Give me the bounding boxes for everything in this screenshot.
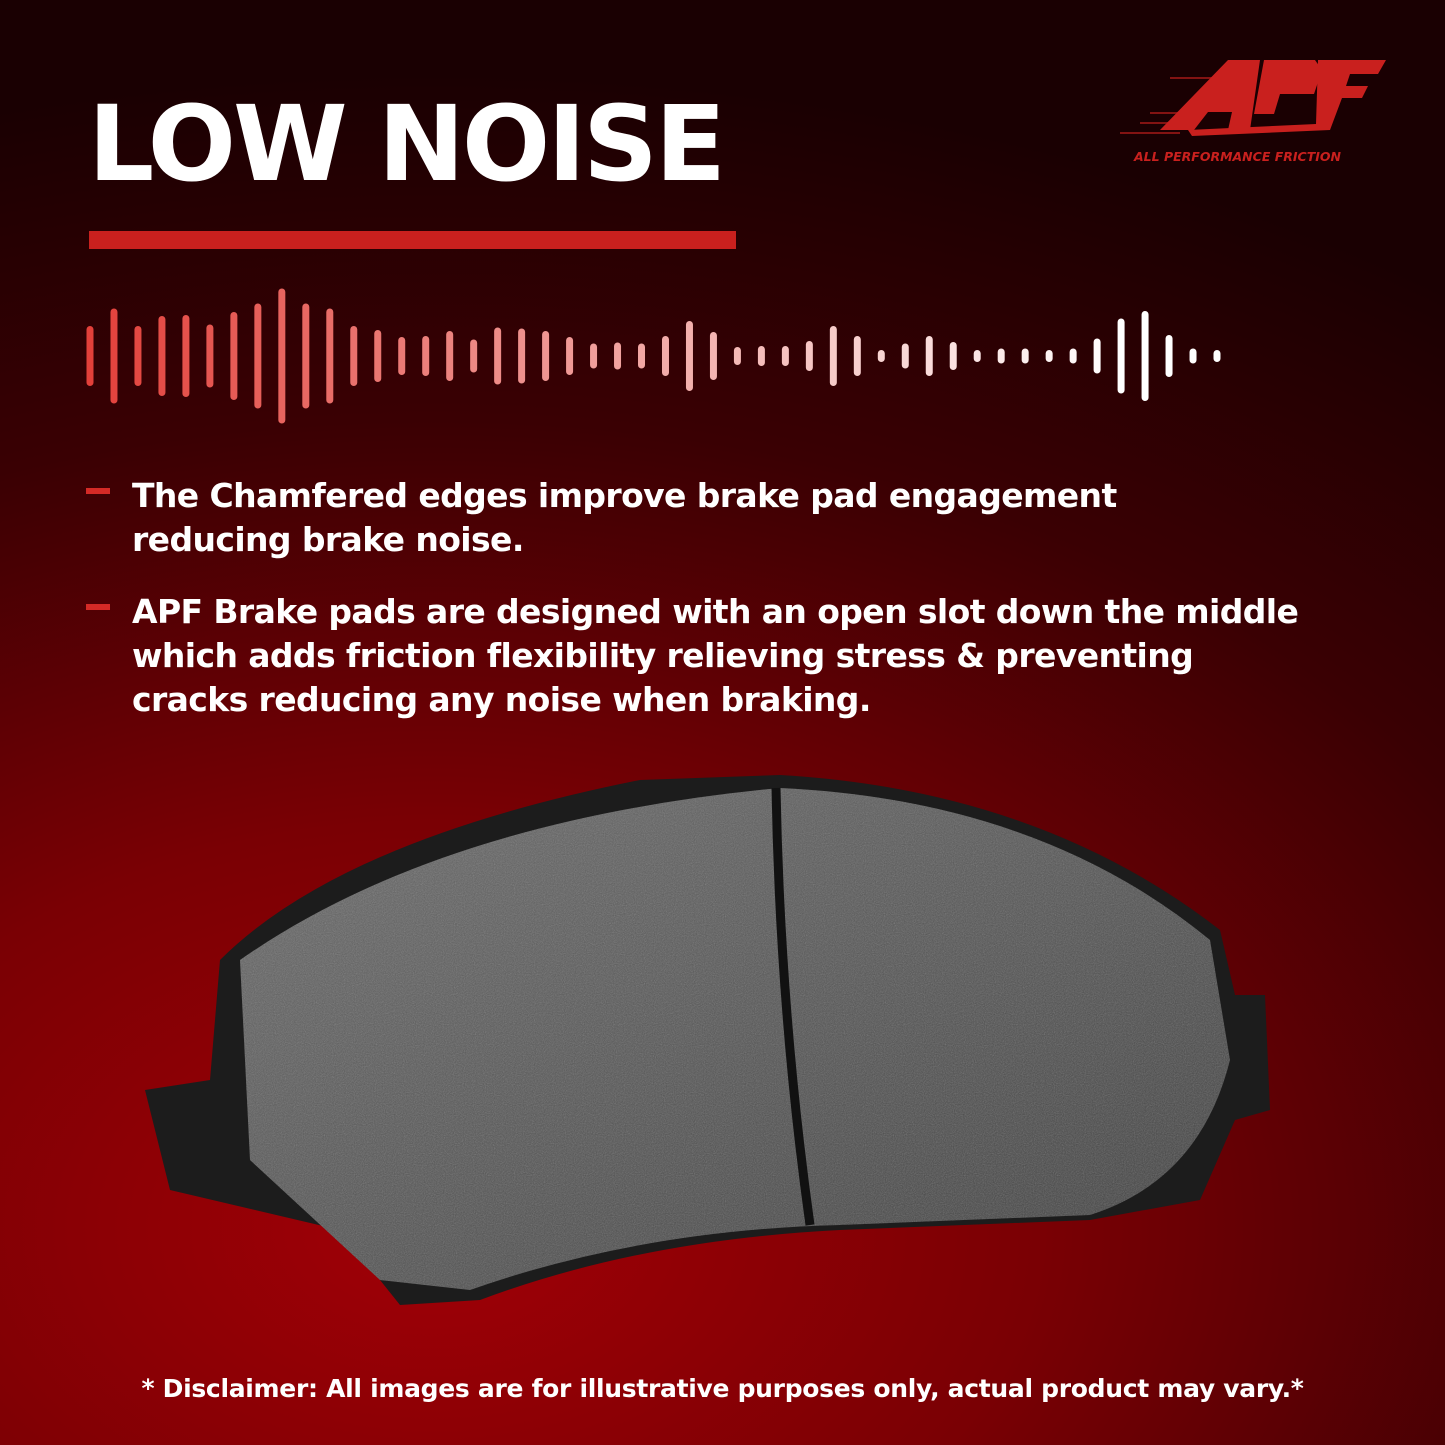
waveform-bar xyxy=(230,312,238,400)
waveform-bar xyxy=(350,326,358,386)
waveform-bar xyxy=(422,336,430,376)
waveform-bar xyxy=(925,336,933,376)
logo-tagline: ALL PERFORMANCE FRICTION xyxy=(1134,149,1341,164)
sound-waveform xyxy=(86,288,1221,424)
waveform-bar xyxy=(374,330,382,382)
waveform-bar xyxy=(590,343,598,369)
waveform-bar xyxy=(542,331,550,381)
bullet-item: APF Brake pads are designed with an open… xyxy=(86,590,1386,722)
disclaimer-text: * Disclaimer: All images are for illustr… xyxy=(141,1374,1304,1403)
waveform-bar xyxy=(134,326,142,386)
waveform-bar xyxy=(757,346,765,366)
waveform-bar xyxy=(997,348,1005,364)
bullet-item: The Chamfered edges improve brake pad en… xyxy=(86,474,1386,562)
waveform-bar xyxy=(1165,335,1173,377)
bullet-text: The Chamfered edges improve brake pad en… xyxy=(132,476,1117,559)
waveform-bar xyxy=(661,336,669,376)
waveform-bar xyxy=(733,347,741,365)
waveform-bar xyxy=(638,343,646,369)
waveform-bar xyxy=(853,336,861,376)
waveform-bar xyxy=(206,324,214,388)
waveform-bar xyxy=(1189,348,1197,364)
waveform-bar xyxy=(1141,311,1149,401)
page-title: LOW NOISE xyxy=(88,83,726,205)
waveform-bar xyxy=(110,308,118,404)
waveform-bar xyxy=(182,315,190,397)
brake-pad-image xyxy=(145,775,1270,1305)
waveform-bar xyxy=(1117,318,1125,394)
waveform-bar xyxy=(709,332,717,380)
waveform-bar xyxy=(470,339,478,373)
waveform-bar xyxy=(1093,338,1101,374)
waveform-bar xyxy=(781,346,789,366)
waveform-bar xyxy=(829,326,837,386)
waveform-bar xyxy=(494,327,502,385)
waveform-bar xyxy=(1021,348,1029,364)
bullet-dash-icon xyxy=(86,488,110,494)
waveform-bar xyxy=(398,337,406,375)
waveform-bar xyxy=(254,303,262,409)
waveform-bar xyxy=(805,341,813,371)
waveform-bar xyxy=(877,350,885,362)
waveform-bar xyxy=(326,308,334,404)
waveform-bar xyxy=(86,326,94,386)
waveform-bar xyxy=(1069,348,1077,364)
waveform-bar xyxy=(1045,350,1053,362)
waveform-bar xyxy=(614,342,622,370)
apf-logo-mark xyxy=(1120,60,1386,136)
waveform-bar xyxy=(302,303,310,409)
waveform-bar xyxy=(901,343,909,369)
title-underline xyxy=(89,231,736,249)
waveform-bar xyxy=(278,288,286,424)
waveform-bar xyxy=(518,328,526,384)
bullet-dash-icon xyxy=(86,604,110,610)
bullet-text: APF Brake pads are designed with an open… xyxy=(132,592,1299,719)
waveform-bar xyxy=(446,331,454,381)
waveform-bar xyxy=(158,316,166,396)
waveform-bar xyxy=(949,342,957,370)
waveform-bar xyxy=(566,337,574,375)
waveform-bar xyxy=(1213,350,1221,362)
waveform-bar xyxy=(973,350,981,362)
waveform-bar xyxy=(685,321,693,391)
